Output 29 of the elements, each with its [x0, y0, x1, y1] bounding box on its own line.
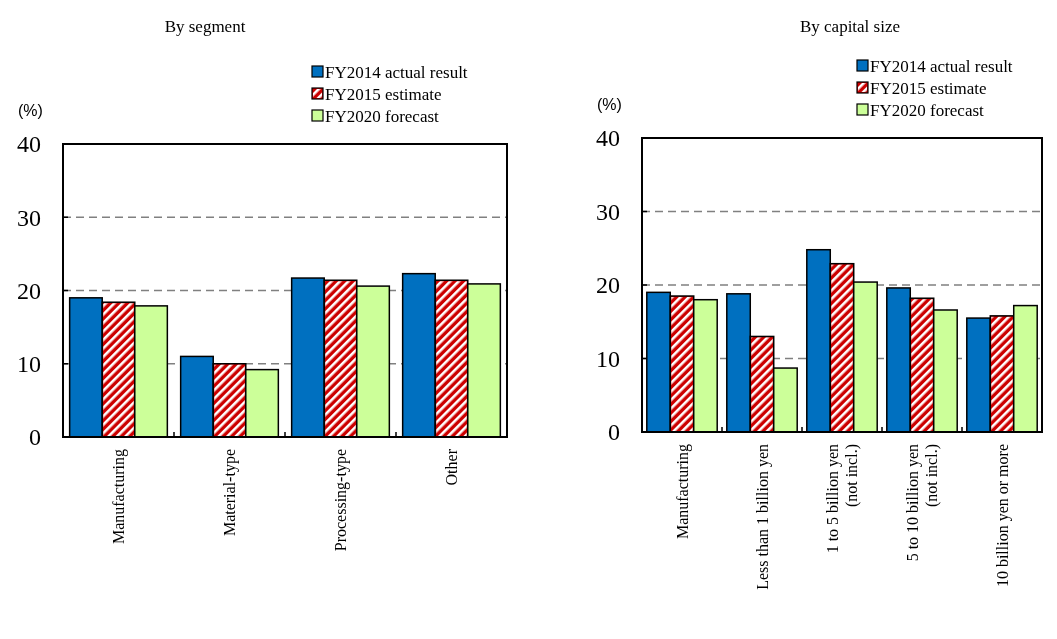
legend-label: FY2014 actual result [325, 62, 468, 82]
y-tick-label: 20 [17, 277, 41, 304]
x-tick-label: 10 billion yen or more [993, 444, 1012, 588]
x-tick-label: Less than 1 billion yen [753, 444, 772, 590]
legend-label: FY2014 actual result [870, 56, 1013, 76]
x-tick-label: Other [443, 448, 461, 486]
legend-label: FY2015 estimate [325, 84, 442, 104]
y-tick-label: 40 [596, 125, 620, 152]
x-tick-label: Manufacturing [673, 444, 692, 540]
y-tick-label: 0 [29, 424, 41, 451]
y-axis-title: (%) [18, 102, 43, 119]
chart-title: By capital size [799, 17, 901, 36]
y-tick-label: 30 [17, 204, 41, 231]
x-tick-label: Processing-type [332, 449, 351, 552]
y-axis-title: (%) [597, 96, 622, 113]
legend-label: FY2020 forecast [325, 106, 440, 126]
chart-title: By segment [164, 17, 246, 36]
y-tick-label: 20 [596, 272, 620, 299]
y-tick-label: 10 [17, 351, 41, 378]
y-tick-label: 40 [17, 131, 41, 158]
x-tick-label: 5 to 10 billion yen (not incl.) [904, 444, 942, 562]
x-tick-label: Material-type [221, 449, 240, 537]
y-tick-label: 10 [596, 345, 620, 372]
y-tick-label: 30 [596, 198, 620, 225]
legend-label: FY2020 forecast [870, 100, 985, 120]
y-tick-label: 0 [608, 419, 620, 446]
legend-label: FY2015 estimate [870, 78, 987, 98]
x-tick-label: Manufacturing [110, 449, 129, 545]
x-tick-label: 1 to 5 billion yen (not incl.) [824, 444, 862, 554]
